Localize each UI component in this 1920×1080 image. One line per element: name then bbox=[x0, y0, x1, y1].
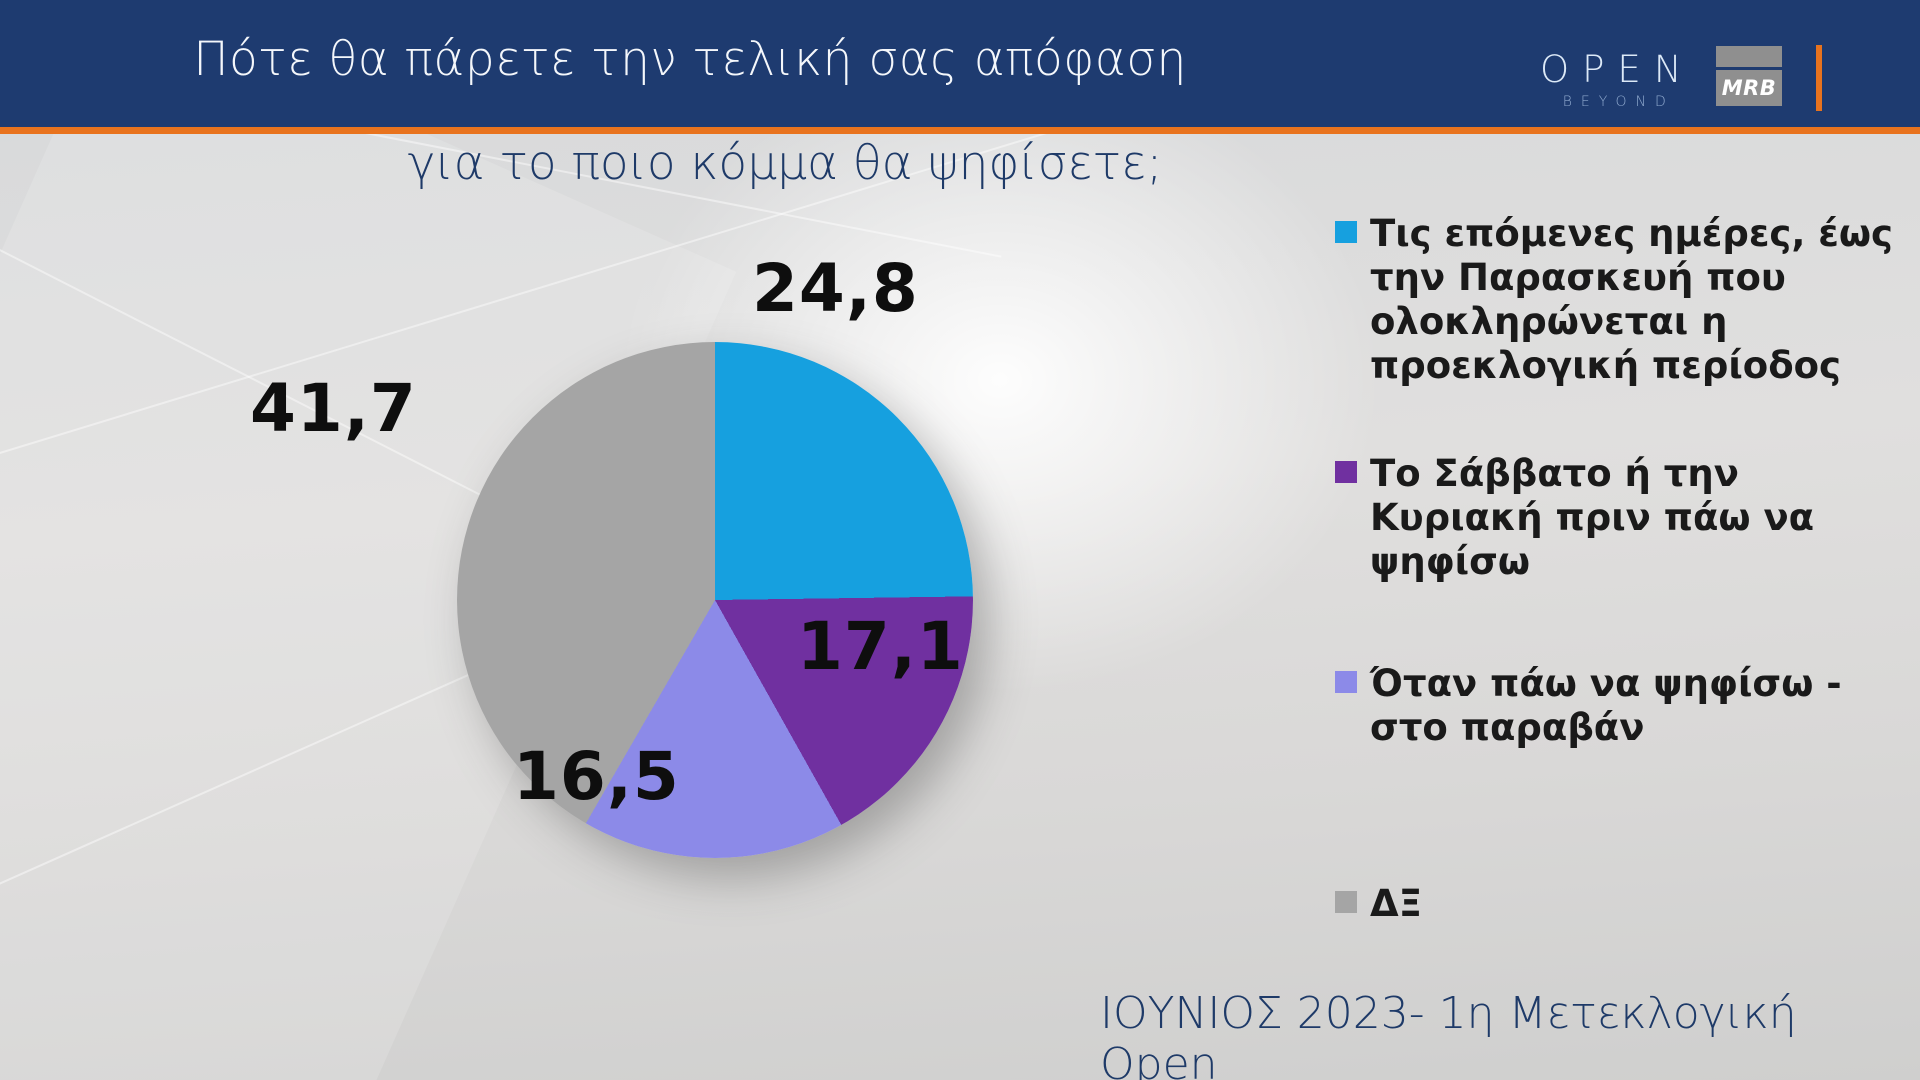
open-logo-text: OPEN bbox=[1540, 48, 1695, 91]
legend-swatch bbox=[1335, 671, 1357, 693]
pie-value-label: 17,1 bbox=[797, 608, 964, 685]
legend-label: ΔΞ bbox=[1370, 882, 1423, 925]
mrb-logo: MRB bbox=[1716, 46, 1782, 106]
legend-item: Τις επόμενες ημέρες, έως την Παρασκευή π… bbox=[1335, 212, 1910, 388]
pie-value-label: 24,8 bbox=[752, 250, 919, 327]
pie-value-label: 16,5 bbox=[513, 738, 680, 815]
mrb-logo-text: MRB bbox=[1721, 76, 1777, 100]
legend-swatch bbox=[1335, 461, 1357, 483]
legend-swatch bbox=[1335, 221, 1357, 243]
page-title: Πότε θα πάρετε την τελική σας απόφαση bbox=[193, 32, 1187, 87]
legend-swatch bbox=[1335, 891, 1357, 913]
source-note: ΙΟΥΝΙΟΣ 2023- 1η Μετεκλογική Open bbox=[1100, 988, 1797, 1080]
page-subtitle: για το ποιο κόμμα θα ψηφίσετε; bbox=[407, 136, 1163, 191]
legend-label: Όταν πάω να ψηφίσω - στο παραβάν bbox=[1370, 662, 1842, 749]
orange-divider-bar bbox=[1816, 45, 1822, 111]
legend-item: Το Σάββατο ή την Κυριακή πριν πάω να ψηφ… bbox=[1335, 452, 1910, 584]
pie-value-label: 41,7 bbox=[250, 370, 417, 447]
header-bar: Πότε θα πάρετε την τελική σας απόφαση OP… bbox=[0, 0, 1920, 127]
legend: Τις επόμενες ημέρες, έως την Παρασκευή π… bbox=[1335, 212, 1910, 926]
mrb-logo-block: MRB bbox=[1716, 70, 1782, 106]
beyond-logo-text: BEYOND bbox=[1562, 94, 1675, 110]
pie-chart bbox=[457, 342, 973, 858]
legend-item: ΔΞ bbox=[1335, 882, 1910, 926]
legend-label: Το Σάββατο ή την Κυριακή πριν πάω να ψηφ… bbox=[1370, 452, 1815, 583]
legend-item: Όταν πάω να ψηφίσω - στο παραβάν bbox=[1335, 662, 1910, 750]
legend-label: Τις επόμενες ημέρες, έως την Παρασκευή π… bbox=[1370, 212, 1893, 387]
open-tv-logo: OPEN BEYOND bbox=[1540, 48, 1695, 110]
header-accent-line bbox=[0, 127, 1920, 134]
mrb-logo-block bbox=[1716, 46, 1782, 67]
